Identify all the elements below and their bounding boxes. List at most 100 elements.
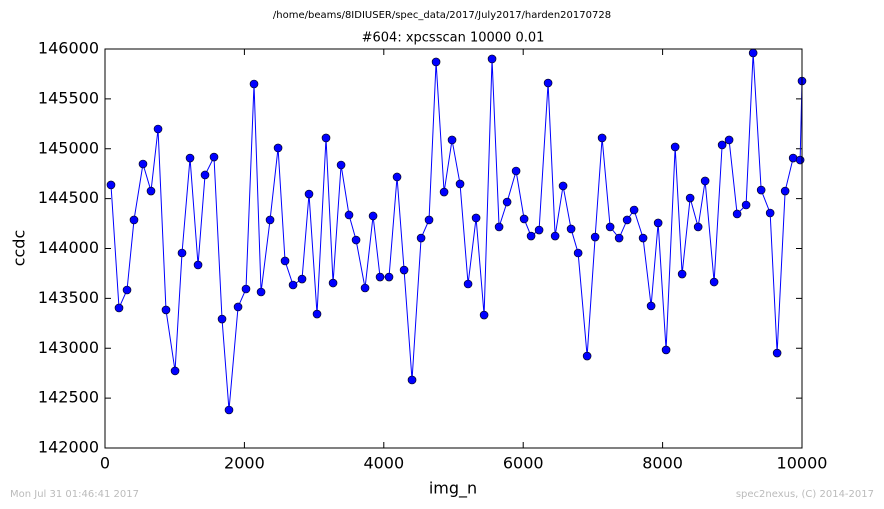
data-point bbox=[273, 143, 283, 153]
data-point bbox=[543, 78, 553, 88]
x-tick-label: 4000 bbox=[363, 454, 404, 473]
data-point bbox=[661, 345, 671, 355]
x-tick-label: 6000 bbox=[503, 454, 544, 473]
data-point bbox=[479, 310, 489, 320]
data-point bbox=[146, 186, 156, 196]
chart-title: #604: xpcsscan 10000 0.01 bbox=[362, 31, 545, 46]
data-point bbox=[114, 303, 124, 313]
data-point bbox=[224, 405, 234, 415]
data-point bbox=[129, 215, 139, 225]
x-axis-label: img_n bbox=[429, 479, 477, 499]
data-point bbox=[288, 280, 298, 290]
y-tick-label: 145000 bbox=[38, 138, 99, 157]
data-point bbox=[200, 170, 210, 180]
data-point bbox=[153, 124, 163, 134]
data-point bbox=[304, 189, 314, 199]
y-tick-label: 145500 bbox=[38, 88, 99, 107]
data-point bbox=[732, 209, 742, 219]
data-point bbox=[439, 187, 449, 197]
data-point bbox=[597, 133, 607, 143]
data-point bbox=[700, 176, 710, 186]
y-tick-label: 146000 bbox=[38, 39, 99, 58]
chart-suptitle: /home/beams/8IDIUSER/spec_data/2017/July… bbox=[273, 10, 611, 21]
data-point bbox=[511, 166, 521, 176]
data-point bbox=[772, 348, 782, 358]
data-point bbox=[670, 142, 680, 152]
data-point bbox=[677, 269, 687, 279]
data-point bbox=[344, 210, 354, 220]
y-tick-label: 144500 bbox=[38, 188, 99, 207]
data-point bbox=[526, 231, 536, 241]
data-point bbox=[392, 172, 402, 182]
data-point bbox=[265, 215, 275, 225]
data-point bbox=[494, 222, 504, 232]
x-tick-label: 8000 bbox=[642, 454, 683, 473]
y-tick-label: 142000 bbox=[38, 438, 99, 457]
data-point bbox=[519, 214, 529, 224]
data-point bbox=[685, 193, 695, 203]
data-point bbox=[328, 278, 338, 288]
data-point bbox=[384, 272, 394, 282]
data-point bbox=[638, 233, 648, 243]
data-point bbox=[622, 215, 632, 225]
data-point bbox=[185, 153, 195, 163]
data-point bbox=[629, 205, 639, 215]
data-point bbox=[573, 248, 583, 258]
data-point bbox=[724, 135, 734, 145]
footer-left: Mon Jul 31 01:46:41 2017 bbox=[10, 489, 139, 500]
data-point bbox=[471, 213, 481, 223]
data-point bbox=[407, 375, 417, 385]
data-point bbox=[280, 256, 290, 266]
data-point bbox=[177, 248, 187, 258]
x-tick-label: 0 bbox=[100, 454, 110, 473]
data-point bbox=[463, 279, 473, 289]
x-tick-label: 10000 bbox=[777, 454, 828, 473]
data-point bbox=[795, 155, 805, 165]
data-point bbox=[193, 260, 203, 270]
data-point bbox=[297, 274, 307, 284]
data-point bbox=[455, 179, 465, 189]
data-point bbox=[138, 159, 148, 169]
data-point bbox=[360, 283, 370, 293]
data-point bbox=[375, 272, 385, 282]
data-point bbox=[487, 54, 497, 64]
y-tick-label: 143000 bbox=[38, 338, 99, 357]
data-point bbox=[558, 181, 568, 191]
y-tick-label: 143500 bbox=[38, 288, 99, 307]
data-point bbox=[399, 265, 409, 275]
data-point bbox=[161, 305, 171, 315]
plot-frame bbox=[104, 48, 803, 449]
x-tick-label: 2000 bbox=[224, 454, 265, 473]
data-point bbox=[312, 309, 322, 319]
data-point bbox=[614, 233, 624, 243]
data-point bbox=[209, 152, 219, 162]
data-point bbox=[447, 135, 457, 145]
data-point bbox=[646, 301, 656, 311]
data-point bbox=[582, 351, 592, 361]
data-point bbox=[550, 231, 560, 241]
data-point bbox=[368, 211, 378, 221]
data-point bbox=[756, 185, 766, 195]
data-point bbox=[741, 200, 751, 210]
data-point bbox=[217, 314, 227, 324]
data-point bbox=[748, 48, 758, 58]
data-point bbox=[765, 208, 775, 218]
data-point bbox=[717, 140, 727, 150]
data-point bbox=[534, 225, 544, 235]
data-point bbox=[249, 79, 259, 89]
data-point bbox=[653, 218, 663, 228]
data-point bbox=[416, 233, 426, 243]
data-point bbox=[605, 222, 615, 232]
data-point bbox=[336, 160, 346, 170]
data-point bbox=[693, 222, 703, 232]
data-point bbox=[424, 215, 434, 225]
data-point bbox=[233, 302, 243, 312]
data-point bbox=[780, 186, 790, 196]
data-point bbox=[241, 284, 251, 294]
data-point bbox=[431, 57, 441, 67]
data-point bbox=[590, 232, 600, 242]
data-point bbox=[321, 133, 331, 143]
data-point bbox=[106, 180, 116, 190]
